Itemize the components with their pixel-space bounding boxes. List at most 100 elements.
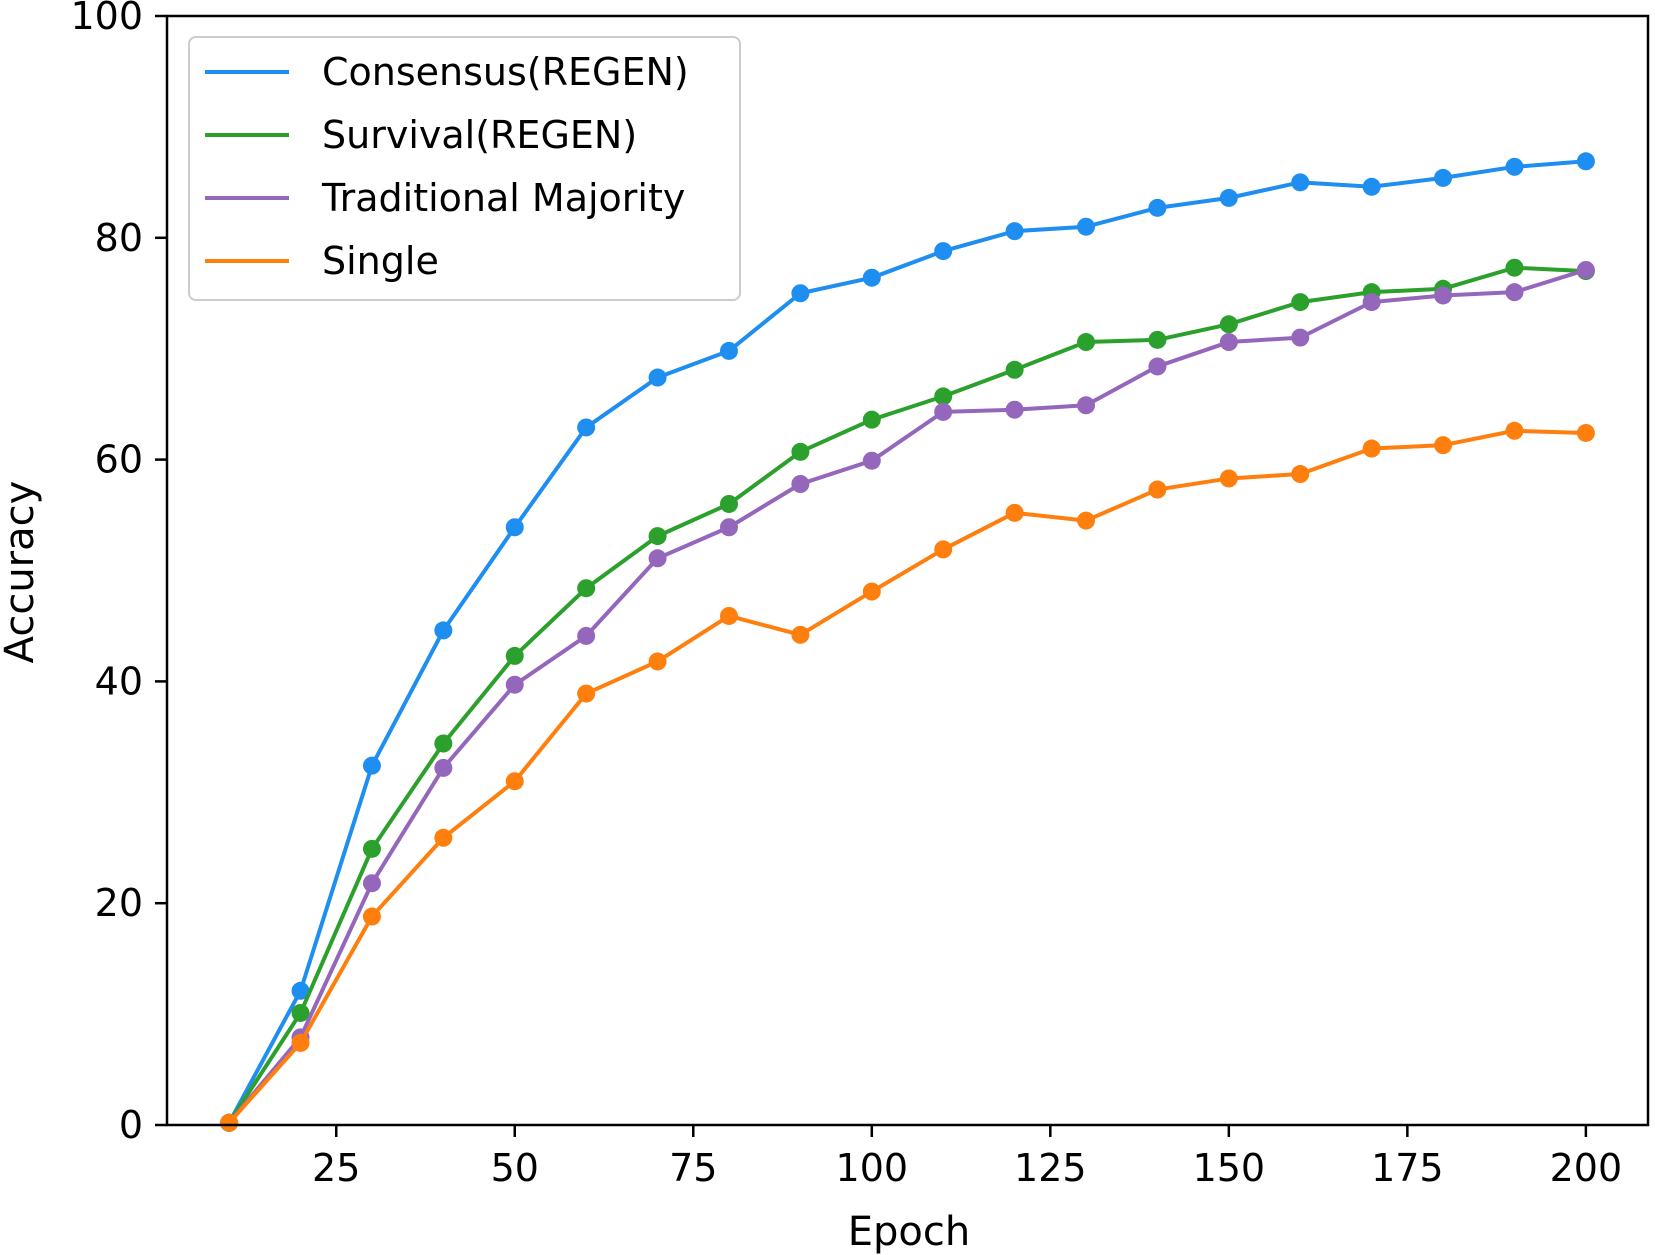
legend-box [188,36,741,301]
data-point [1005,222,1024,241]
series-line [227,428,1588,1125]
data-point [1148,480,1167,499]
data-point [1005,503,1024,522]
data-point [862,268,881,287]
data-point [505,646,524,665]
data-point [648,368,667,387]
data-point [1434,168,1453,187]
data-point [648,652,667,671]
data-point [791,442,810,461]
data-point [577,418,596,437]
data-point [934,387,953,406]
data-point [719,494,738,513]
data-point [505,772,524,791]
data-point [1291,173,1310,192]
data-point [505,518,524,537]
data-point [434,734,453,753]
y-tick-label: 80 [95,216,143,260]
data-point [434,758,453,777]
data-point [577,684,596,703]
x-tick-label: 25 [312,1146,360,1190]
data-point [862,410,881,429]
data-point [1219,188,1238,207]
data-point [1576,260,1595,279]
data-point [577,579,596,598]
data-point [291,1033,310,1052]
y-tick-label: 100 [70,0,143,38]
data-point [719,341,738,360]
x-tick-label: 50 [491,1146,539,1190]
legend-label: Consensus(REGEN) [322,50,689,94]
data-point [1219,333,1238,352]
data-point [505,675,524,694]
data-point [362,907,381,926]
series-line [227,267,1588,1125]
data-point [1077,217,1096,236]
legend-item: Consensus(REGEN) [205,50,689,94]
x-tick-label: 150 [1193,1146,1266,1190]
legend-label: Single [322,239,439,283]
x-tick-label: 100 [836,1146,909,1190]
data-point [1362,439,1381,458]
data-point [862,451,881,470]
axes-frame [165,14,1650,1127]
data-point [291,981,310,1000]
x-tick-label: 175 [1371,1146,1444,1190]
y-tick-label: 20 [95,881,143,925]
data-point [862,582,881,601]
data-point [362,839,381,858]
axes-layer: 25 50 75 100 125 150 175 200 0 20 40 60 80 100 [70,0,1650,1190]
data-point [1434,286,1453,305]
data-point [1077,333,1096,352]
data-point [362,874,381,893]
data-point [1291,293,1310,312]
data-point [1077,396,1096,415]
data-point [434,621,453,640]
data-point [1291,465,1310,484]
data-point [1576,152,1595,171]
data-point [791,284,810,303]
data-point [1005,400,1024,419]
data-point [1148,330,1167,349]
data-point [1219,469,1238,488]
data-point [719,518,738,537]
series-layer [220,152,1595,1132]
legend-label: Traditional Majority [321,176,685,220]
data-point [1576,423,1595,442]
series-3 [220,421,1595,1132]
data-point [1362,293,1381,312]
data-point [1505,157,1524,176]
data-point [1077,511,1096,530]
legend-item: Single [205,239,439,283]
data-point [1005,360,1024,379]
x-tick-label: 125 [1014,1146,1087,1190]
y-tick-label: 40 [95,659,143,703]
data-point [648,549,667,568]
data-point [1148,198,1167,217]
data-point [1505,283,1524,302]
data-point [291,1003,310,1022]
data-point [1148,357,1167,376]
data-point [220,1113,239,1132]
data-point [791,625,810,644]
data-point [648,527,667,546]
data-point [934,242,953,261]
legend: Consensus(REGEN) Survival(REGEN) Tradition… [188,36,741,301]
legend-label: Survival(REGEN) [322,113,637,157]
data-point [1362,177,1381,196]
series-line [227,265,1588,1125]
data-point [1219,315,1238,334]
data-point [934,540,953,559]
series-line [227,159,1588,1125]
data-point [1434,436,1453,455]
data-point [791,475,810,493]
y-tick-label: 60 [95,438,143,482]
data-point [362,756,381,775]
x-tick-label: 75 [669,1146,717,1190]
data-point [934,402,953,421]
y-axis-label: Accuracy [0,481,43,664]
data-point [719,606,738,625]
data-point [1291,328,1310,347]
y-tick-label: 0 [119,1103,143,1147]
